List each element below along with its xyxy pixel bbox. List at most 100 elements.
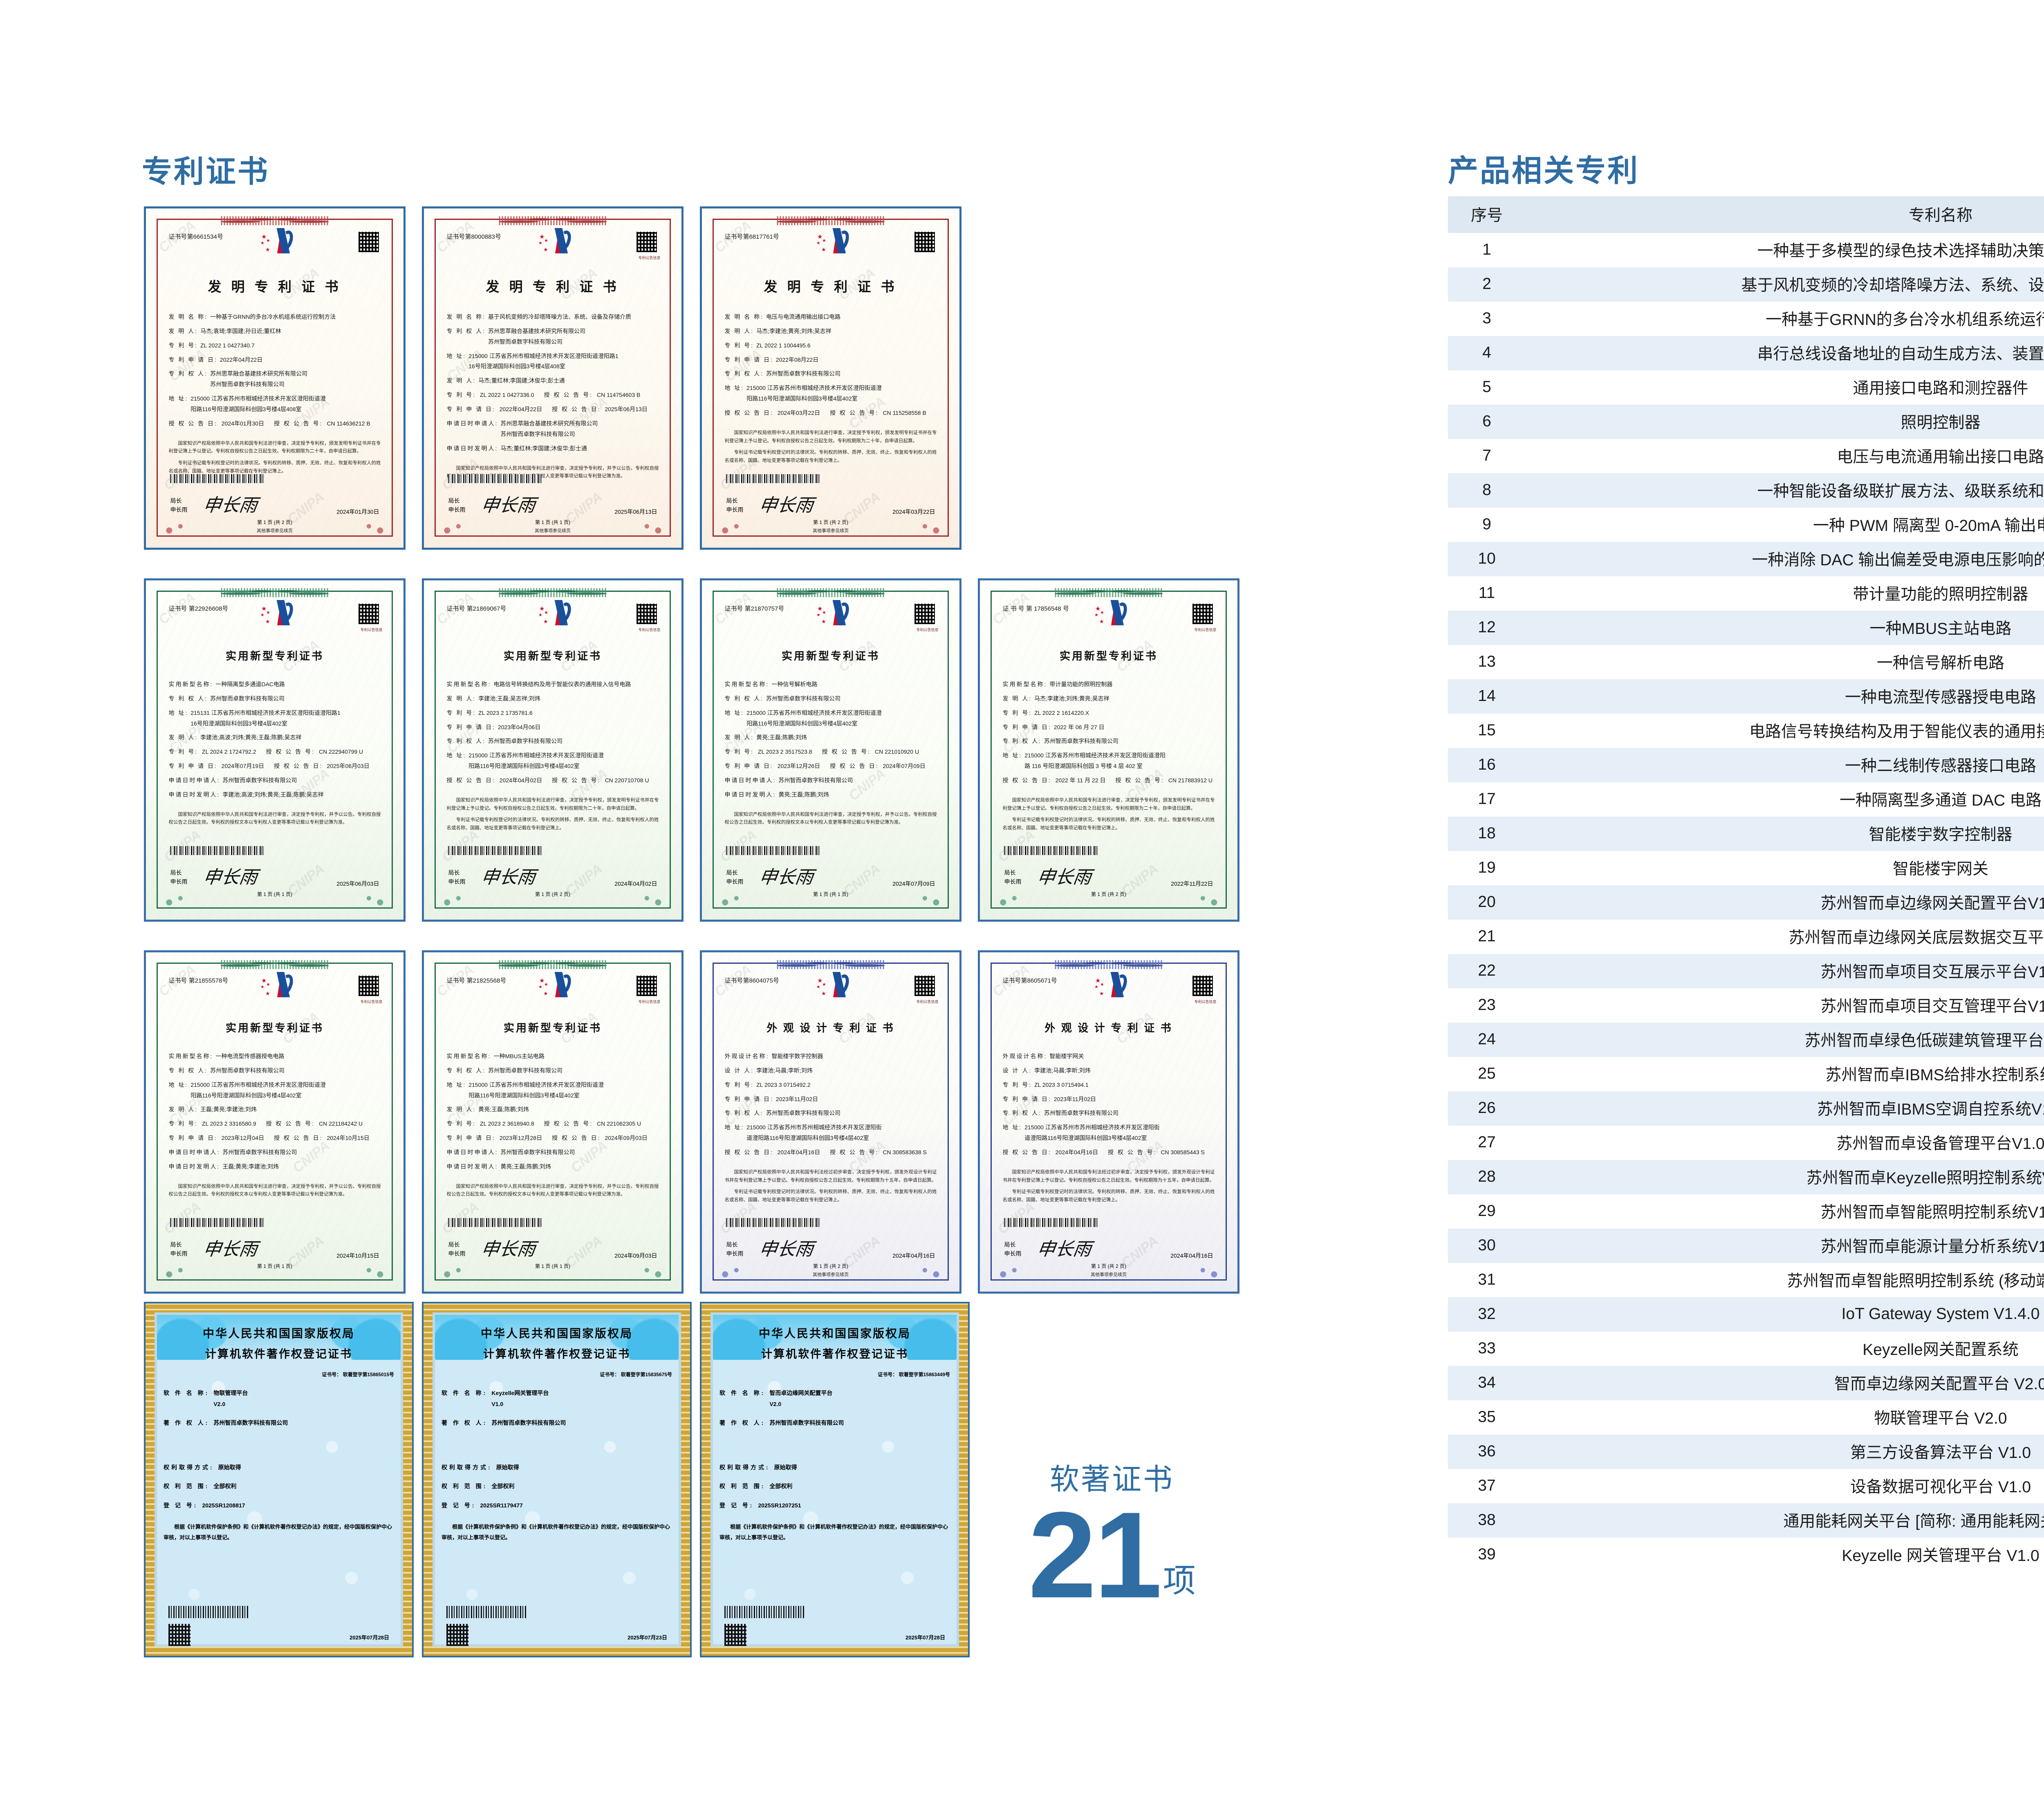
cell-no: 15 xyxy=(1478,721,1496,739)
table-row: 9一种 PWM 隔离型 0-20mA 输出电路发明 xyxy=(1448,508,2044,542)
cell-no: 37 xyxy=(1478,1477,1496,1494)
cert-field-key: 专 利 号: xyxy=(1002,709,1032,716)
cert-field: 专 利 号: ZL 2022 1 0427340.7 xyxy=(168,340,381,351)
cert-field: 专 利 权 人: 苏州智而卓数字科技有限公司 xyxy=(724,1108,937,1119)
cert-field: 专 利 申 请 日: 2023年11月02日 xyxy=(724,1094,937,1105)
cert-field: 专 利 权 人: 苏州智而卓数字科技有限公司 xyxy=(168,1066,381,1076)
cert-field-value: 王磊;黄亮;李建池;刘炜 xyxy=(222,1163,279,1170)
cert-field-pair: 专 利 号: ZL 2024 2 1724792.2 授 权 公 告 号: CN … xyxy=(168,747,381,757)
cert-field-key: 地 址: xyxy=(1002,752,1022,759)
software-certificate-number: 证书号： 软著登字第15865015号 xyxy=(322,1372,394,1377)
cell-name: 通用能耗网关平台 [简称: 通用能耗网关] V2.0 xyxy=(1526,1503,2044,1538)
star-icon: ★ xyxy=(265,990,270,996)
cell-name: 一种消除 DAC 输出偏差受电源电压影响的电路及方法 xyxy=(1526,542,2044,576)
see-next-page-note: 其他事项参见续页 xyxy=(257,528,293,534)
cert-field: 申请日时申请人: 苏州智而卓数字科技有限公司 xyxy=(446,1147,659,1158)
table-row: 5通用接口电路和测控器件发明 xyxy=(1448,370,2044,405)
certificate-page-of: 第 1 页 (共 1 页) xyxy=(257,891,292,898)
cert-field: 专 利 号: ZL 2022 1 1004495.6 xyxy=(724,340,937,351)
cert-field-key: 专 利 号: xyxy=(1002,1081,1032,1088)
cert-field-key: 地 址: xyxy=(446,1081,466,1088)
star-icon: ★ xyxy=(544,238,548,243)
cert-field-value: 2022年04月22日 xyxy=(499,406,542,413)
soft-field-value: 全部权利 xyxy=(213,1483,237,1490)
cert-field: 专 利 号: ZL 2022 2 1614220.X xyxy=(1002,708,1215,719)
qr-code-icon xyxy=(357,974,380,997)
issuer-line-1: 中华人民共和国国家版权局 xyxy=(480,1328,633,1340)
cert-field-value-line2: 苏州智而卓数字科技有限公司 xyxy=(488,338,563,345)
cnipa-logo-icon: ★ ★ ★ ★ xyxy=(535,600,574,632)
signature-date: 2024年04月16日 xyxy=(1170,1252,1213,1259)
barcode-icon xyxy=(170,846,264,855)
legal-paragraph: 专利证书记载专利权登记时的法律状况。专利权的转移、质押、无效、终止、恢复和专利权… xyxy=(1002,1189,1215,1202)
cert-field-pair: 专 利 号: ZL 2022 1 0427336.0 授 权 公 告 号: CN … xyxy=(446,390,659,401)
certificate-title: 实用新型专利证书 xyxy=(503,650,602,662)
star-icon: ★ xyxy=(1100,610,1104,615)
cert-field-value-line2: 阳路116号阳澄湖国际科创园3号楼4层402室 xyxy=(468,1092,580,1099)
soft-field-value: 2025SR1207251 xyxy=(758,1502,801,1509)
software-fields: 软 件 名 称: Keyzelle网关管理平台 V1.0 著 作 权 人: 苏州智而卓数… xyxy=(442,1388,672,1511)
cert-field-key: 授 权 公 告 号: xyxy=(266,1120,315,1127)
legal-paragraph: 国家知识产权局依照中华人民共和国专利法进行审查，决定授予专利权，并予以公告。专利… xyxy=(724,812,937,825)
cell-no: 2 xyxy=(1448,267,1526,302)
cert-field: 专 利 号: ZL 2023 2 3618940.8 xyxy=(446,1119,534,1129)
director-name: 申长雨 xyxy=(448,1250,466,1257)
soft-field: 权 利 范 围: 全部权利 xyxy=(164,1481,394,1492)
cert-field-key: 实用新型名称: xyxy=(446,681,491,687)
column-header-name: 专利名称 xyxy=(1526,196,2044,233)
cert-field: 申请日时发明人: 李建池;高波;刘炜;黄亮;王磊;陈鹏;吴志祥 xyxy=(168,790,381,800)
cert-field: 专 利 号: ZL 2023 2 3316580.9 xyxy=(168,1119,256,1129)
soft-field-key: 软 件 名 称: xyxy=(719,1390,766,1396)
certificate-fields: 实用新型名称: 一种MBUS主站电路专 利 权 人: 苏州智而卓数字科技有限公司地 … xyxy=(446,1051,659,1199)
cell-name: 苏州智而卓边缘网关底层数据交互平台V1.0 xyxy=(1788,929,2044,947)
soft-field-key: 著 作 权 人: xyxy=(164,1420,210,1426)
cert-field-value: 2024年03月22日 xyxy=(777,410,820,416)
director-name: 申长雨 xyxy=(448,506,466,513)
see-next-page-note: 其他事项参见续页 xyxy=(813,1272,849,1278)
cell-no: 6 xyxy=(1448,405,1526,439)
certificate-frame: 证书号 第21855578号 ★ ★ ★ ★ 专利公告信息 实用新型专利证书 实用新型名称: 一… xyxy=(157,960,393,1281)
star-icon: ★ xyxy=(1099,618,1104,625)
cell-name: 第三方设备算法平台 V1.0 xyxy=(1526,1435,2044,1469)
soft-field-value: 2025SR1179477 xyxy=(480,1502,523,1509)
cell-no: 25 xyxy=(1478,1065,1496,1082)
cert-field-value-line2: 阳路116号阳澄湖国际科创园3号楼4层402室 xyxy=(746,720,858,727)
cell-name: 一种智能设备级联扩展方法、级联系统和可存储介质 xyxy=(1526,473,2044,508)
cert-field: 地 址:215000 江苏省苏州市相城经济技术开发区澄阳街道澄阳路116号阳澄湖… xyxy=(724,708,937,729)
cert-field-value: CN 217883912 U xyxy=(1168,777,1213,784)
cert-field-value: 2024年04月16日 xyxy=(1055,1149,1098,1156)
qr-code-icon xyxy=(913,602,936,625)
cert-field: 授 权 公 告 号: CN 217883912 U xyxy=(1116,775,1213,786)
star-icon: ★ xyxy=(821,246,826,253)
table-row: 25苏州智而卓IBMS给排水控制系统软著 xyxy=(1448,1057,2044,1091)
cell-name: 物联管理平台 V2.0 xyxy=(1874,1410,2007,1427)
cert-field-value: ZL 2022 1 0427340.7 xyxy=(200,342,255,349)
patent-certificate: CNIPACNIPACNIPACNIPACNIPACNIPA证书号 第21855… xyxy=(144,950,406,1294)
cert-field-key: 专 利 申 请 日: xyxy=(446,1135,495,1142)
greek-key-border-icon xyxy=(424,1303,690,1656)
certificate-page-of: 第 1 页 (共 2 页) xyxy=(813,519,848,526)
legal-paragraph: 专利证书记载专利权登记时的法律状况。专利权的转移、质押、无效、终止、恢复和专利权… xyxy=(1002,817,1215,831)
cell-no: 29 xyxy=(1478,1202,1496,1220)
ornament-corner-icon xyxy=(715,893,750,907)
cert-field-value: ZL 2023 3 0715492.2 xyxy=(756,1081,811,1088)
cell-name: 通用接口电路和测控器件 xyxy=(1853,380,2028,397)
cell-no: 36 xyxy=(1448,1435,1526,1469)
director-block: 局长 申长雨 xyxy=(170,1240,187,1258)
signature-mark: 申长雨 xyxy=(758,867,815,888)
cert-field: 实用新型名称: 一种信号解析电路 xyxy=(724,679,937,690)
certificate-page-of: 第 1 页 (共 1 页) xyxy=(535,519,570,526)
cert-legal-text: 国家知识产权局依照中华人民共和国专利法进行审查，决定授予专利权，并予以公告。专利… xyxy=(446,1183,659,1199)
cert-field-pair: 授 权 公 告 日: 2024年01月30日授 权 公 告 号: CN 1146… xyxy=(168,419,381,429)
cert-field: 授 权 公 告 号: CN 220710708 U xyxy=(552,775,649,786)
qr-code-icon xyxy=(446,1624,468,1646)
director-title: 局长 xyxy=(726,497,738,504)
certificate-number: 证书号第8604075号 xyxy=(724,977,779,984)
certificate-number: 证书号第8605671号 xyxy=(1002,977,1057,984)
signature-date: 2024年04月02日 xyxy=(614,880,657,887)
cert-field-key: 发 明 人: xyxy=(724,734,754,741)
certificate-body: 证书号 第21869067号 ★ ★ ★ ★ 专利公告信息 实用新型专利证书 实用新型名称: 电… xyxy=(436,592,669,908)
qr-code-icon xyxy=(635,230,658,253)
